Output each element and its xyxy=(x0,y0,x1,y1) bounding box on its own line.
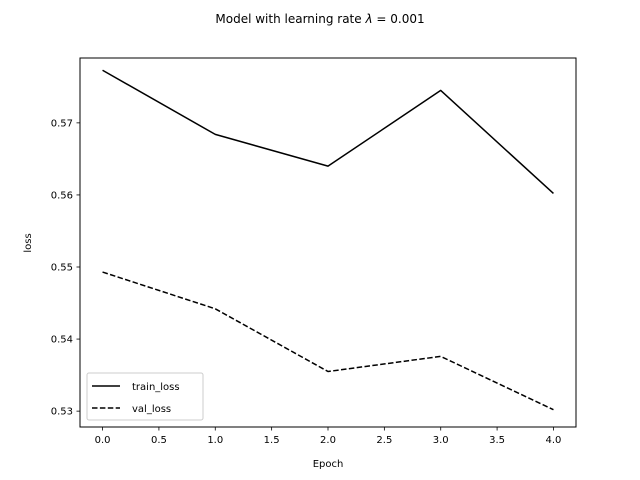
x-tick-label: 4.0 xyxy=(546,435,562,446)
x-tick-label: 3.5 xyxy=(489,435,505,446)
chart-title: Model with learning rate λ = 0.001 xyxy=(215,12,424,26)
y-axis-label: loss xyxy=(23,233,34,252)
x-tick-label: 1.0 xyxy=(207,435,223,446)
chart-title-prefix: Model with learning rate xyxy=(215,12,365,26)
legend-label-val-loss: val_loss xyxy=(132,404,171,415)
y-tick-label: 0.53 xyxy=(51,407,73,418)
y-tick-label: 0.54 xyxy=(51,335,73,346)
x-axis-label: Epoch xyxy=(313,459,344,470)
y-tick-label: 0.56 xyxy=(51,190,73,201)
legend: train_loss val_loss xyxy=(86,372,204,421)
plot-area xyxy=(102,69,554,411)
x-tick-label: 0.5 xyxy=(151,435,167,446)
y-tick-label: 0.55 xyxy=(51,263,73,274)
x-tick-label: 1.5 xyxy=(264,435,280,446)
chart-title-symbol: λ xyxy=(364,12,372,26)
series-line-val-loss xyxy=(102,271,554,411)
x-tick-label: 0.0 xyxy=(95,435,111,446)
x-tick-label: 3.0 xyxy=(433,435,449,446)
axis-ticks: 0.0 0.5 1.0 1.5 2.0 2.5 3.0 3.5 4.0 0.53 0.54 0.55 0… xyxy=(51,118,562,446)
legend-label-train-loss: train_loss xyxy=(132,382,180,393)
x-tick-label: 2.5 xyxy=(376,435,392,446)
y-tick-label: 0.57 xyxy=(51,118,73,129)
series-line-train-loss xyxy=(102,69,554,195)
chart-title-suffix: = 0.001 xyxy=(373,12,425,26)
x-tick-label: 2.0 xyxy=(320,435,336,446)
